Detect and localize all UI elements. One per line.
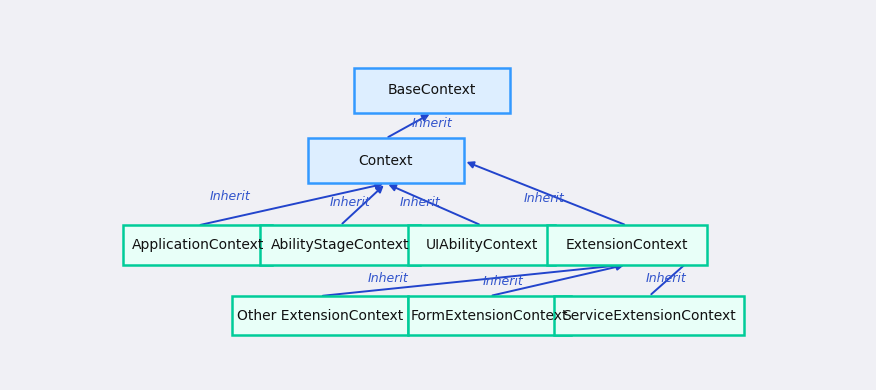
Bar — [408, 225, 555, 264]
Text: Inherit: Inherit — [524, 192, 564, 205]
Text: BaseContext: BaseContext — [388, 83, 477, 98]
Bar — [231, 296, 408, 335]
Text: AbilityStageContext: AbilityStageContext — [271, 238, 410, 252]
Text: ExtensionContext: ExtensionContext — [566, 238, 688, 252]
Text: Context: Context — [358, 154, 413, 168]
Bar — [408, 296, 571, 335]
Text: Inherit: Inherit — [330, 197, 371, 209]
Text: Inherit: Inherit — [483, 275, 524, 288]
Text: Inherit: Inherit — [646, 272, 687, 285]
Bar — [307, 138, 464, 183]
Text: ServiceExtensionContext: ServiceExtensionContext — [562, 308, 736, 323]
Bar — [555, 296, 745, 335]
Text: ApplicationContext: ApplicationContext — [131, 238, 264, 252]
Text: Other ExtensionContext: Other ExtensionContext — [237, 308, 403, 323]
Bar — [354, 68, 510, 113]
Text: Inherit: Inherit — [412, 117, 452, 130]
Text: Inherit: Inherit — [367, 272, 408, 285]
Text: UIAbilityContext: UIAbilityContext — [426, 238, 538, 252]
Bar — [123, 225, 272, 264]
Bar — [547, 225, 707, 264]
Bar — [260, 225, 420, 264]
Text: FormExtensionContext: FormExtensionContext — [411, 308, 569, 323]
Text: Inherit: Inherit — [400, 197, 441, 209]
Text: Inherit: Inherit — [210, 190, 251, 204]
